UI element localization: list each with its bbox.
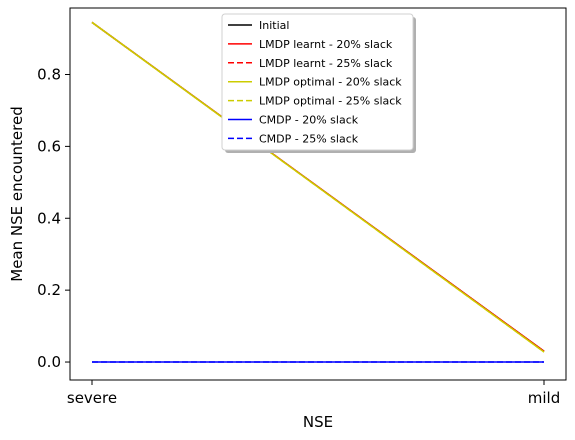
- legend-label: CMDP - 25% slack: [259, 132, 359, 145]
- x-tick-label: mild: [528, 389, 560, 407]
- plot-lines: [91, 21, 545, 363]
- x-axis-label: NSE: [303, 413, 333, 431]
- x-tick-label: severe: [67, 389, 117, 407]
- legend: Initial LMDP learnt - 20% slack LMDP learn…: [221, 13, 416, 153]
- legend-label: LMDP learnt - 20% slack: [259, 38, 393, 51]
- plot-frame: [69, 7, 567, 381]
- legend-label: LMDP optimal - 20% slack: [259, 76, 402, 89]
- legend-label: CMDP - 20% slack: [259, 114, 359, 127]
- series-line: [91, 21, 545, 353]
- y-tick-label: 0.8: [37, 65, 61, 83]
- y-tick-label: 0.4: [37, 209, 61, 227]
- y-tick-label: 0.0: [37, 353, 61, 371]
- y-axis-label: Mean NSE encountered: [8, 106, 26, 282]
- legend-label: LMDP optimal - 25% slack: [259, 95, 402, 108]
- x-axis-ticks: severe mild: [67, 380, 560, 407]
- legend-label: LMDP learnt - 25% slack: [259, 57, 393, 70]
- y-tick-label: 0.6: [37, 137, 61, 155]
- legend-box: [221, 13, 414, 151]
- y-axis-ticks: 0.0 0.2 0.4 0.6 0.8: [37, 65, 70, 371]
- legend-label: Initial: [259, 19, 289, 32]
- y-tick-label: 0.2: [37, 281, 61, 299]
